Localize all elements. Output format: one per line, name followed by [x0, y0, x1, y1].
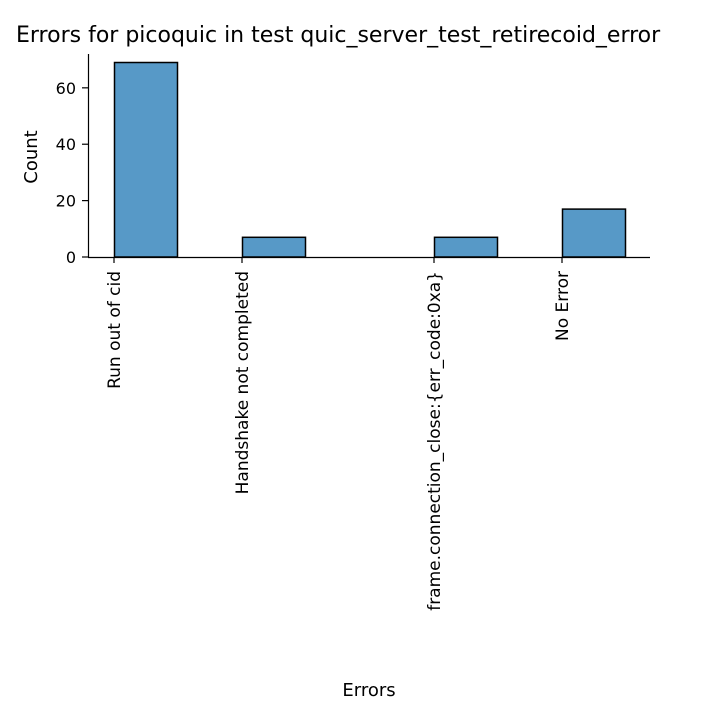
bars-layer: [113, 61, 627, 258]
bar-1: [241, 236, 307, 258]
axes-layer: [87, 54, 650, 259]
y-axis-label: Count: [21, 130, 42, 183]
chart-title: Errors for picoquic in test quic_server_…: [16, 23, 661, 48]
y-ticks: 0 20 40 60: [56, 79, 88, 267]
x-tick-label-2: frame.connection_close:{err_code:0xa}: [425, 271, 445, 611]
x-tick-label-1: Handshake not completed: [233, 271, 253, 494]
x-tick-label-3: No Error: [553, 271, 573, 341]
y-tick-label-2: 40: [56, 135, 76, 154]
bar-0: [113, 61, 179, 258]
y-tick-label-1: 20: [56, 192, 76, 211]
x-tick-label-0: Run out of cid: [105, 271, 125, 389]
y-tick-label-3: 60: [56, 79, 76, 98]
x-ticks: Run out of cid Handshake not completed fra…: [105, 257, 573, 611]
y-tick-label-0: 0: [66, 248, 76, 267]
x-axis-label: Errors: [342, 680, 395, 701]
bar-3: [561, 208, 627, 258]
bar-2: [433, 236, 499, 258]
